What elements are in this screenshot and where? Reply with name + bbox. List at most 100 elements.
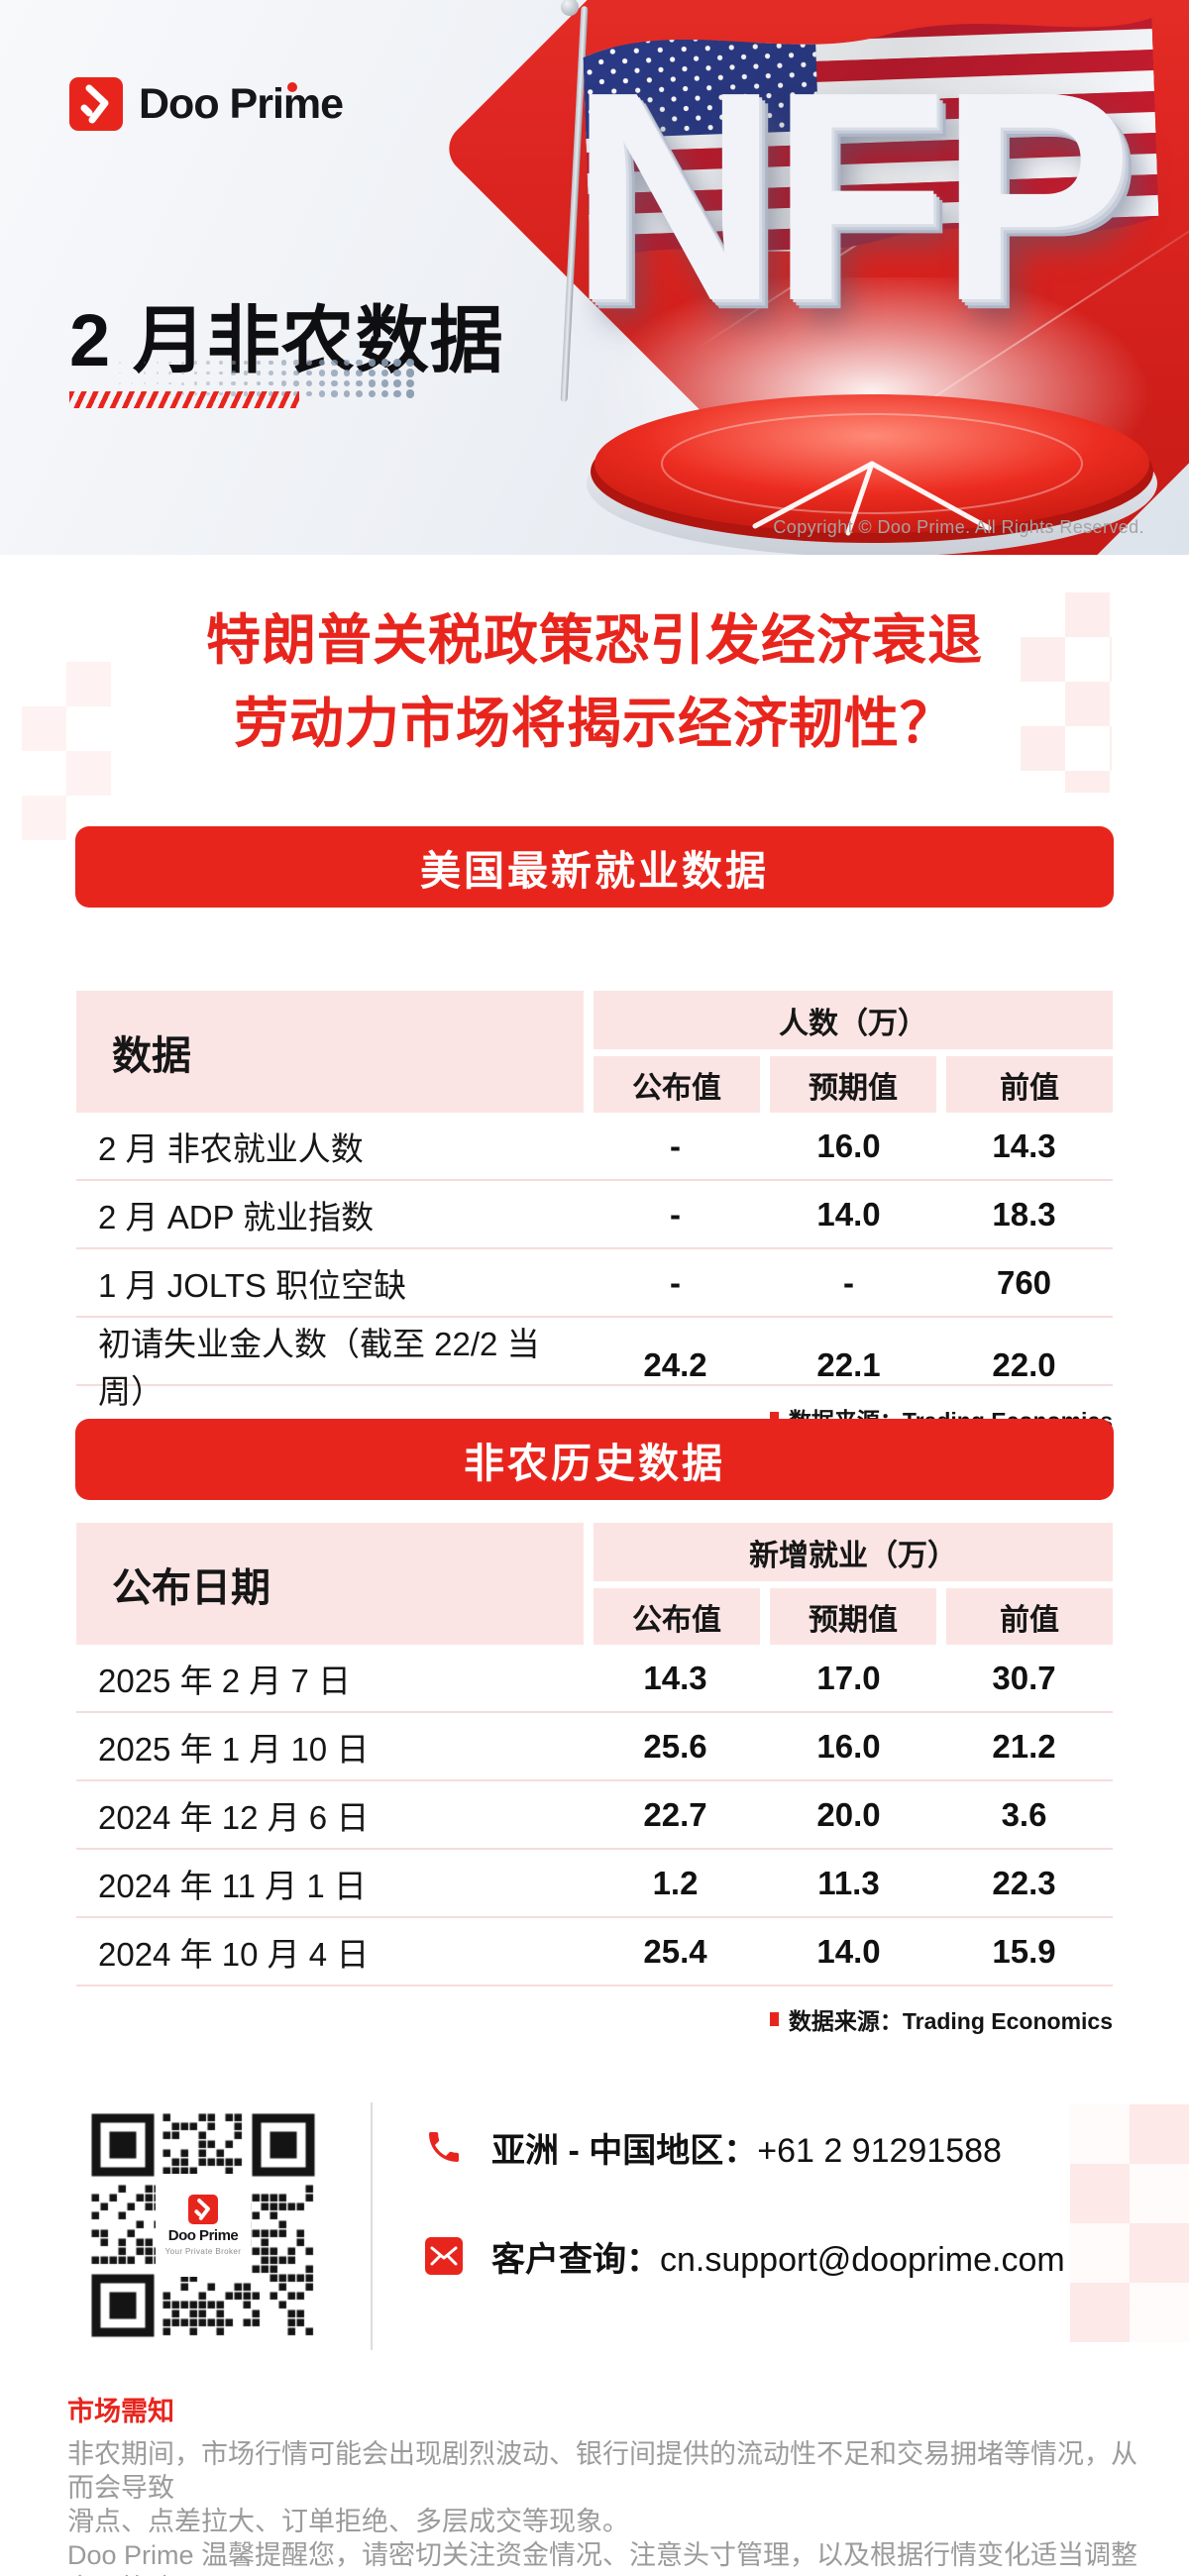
row-label: 2 月 ADP 就业指数	[98, 1198, 375, 1235]
previous-value: 760	[996, 1263, 1052, 1301]
table-group-header: 人数（万）	[594, 991, 1113, 1049]
published-value: 22.7	[643, 1795, 707, 1833]
hero-section: NFP Doo Prime 2 月非农数据 Copyright © Doo Pr…	[0, 0, 1189, 555]
previous-value: 22.0	[992, 1346, 1056, 1383]
table-row: 2 月 非农就业人数 - 16.0 14.3	[76, 1113, 1113, 1181]
contact-email-row: 客户查询：cn.support@dooprime.com	[424, 2229, 1065, 2283]
source-text: 数据来源：Trading Economics	[788, 2008, 1113, 2034]
checker-decoration-left	[22, 662, 111, 840]
headline-line-2: 劳动力市场将揭示经济韧性？	[233, 693, 955, 754]
checker-decoration-right	[1021, 592, 1112, 793]
column-header-published: 公布值	[594, 1056, 760, 1113]
previous-value: 30.7	[992, 1659, 1056, 1696]
table-header: 数据 人数（万） 公布值 预期值 前值	[76, 991, 1113, 1113]
table-corner-header: 公布日期	[76, 1523, 584, 1645]
expected-value: 16.0	[816, 1727, 881, 1765]
table-us-latest-jobs: 数据 人数（万） 公布值 预期值 前值 2 月 非农就业人数 - 16.0 14…	[76, 991, 1113, 1436]
row-label: 2024 年 11 月 1 日	[98, 1867, 367, 1904]
copyright-text: Copyright © Doo Prime. All Rights Reserv…	[773, 517, 1144, 537]
contact-phone-text: 亚洲 - 中国地区：+61 2 91291588	[491, 2123, 1002, 2172]
contact-email-label: 客户查询：	[491, 2240, 660, 2279]
table-corner-header: 数据	[76, 991, 584, 1113]
published-value: 25.6	[643, 1727, 707, 1765]
previous-value: 18.3	[992, 1195, 1056, 1233]
column-header-previous: 前值	[946, 1056, 1113, 1113]
market-notice-title: 市场需知	[67, 2397, 174, 2426]
table-row: 2025 年 1 月 10 日 25.6 16.0 21.2	[76, 1713, 1113, 1781]
contact-phone-value: +61 2 91291588	[757, 2131, 1002, 2170]
table-group-header: 新增就业（万）	[594, 1523, 1113, 1581]
published-value: -	[670, 1195, 681, 1233]
market-notice-line-1: 非农期间，市场行情可能会出现剧烈波动、银行间提供的流动性不足和交易拥堵等情况，从…	[67, 2439, 1137, 2503]
previous-value: 15.9	[992, 1932, 1056, 1970]
expected-value: 17.0	[816, 1659, 881, 1696]
qr-brand-text: Doo Prime	[167, 2227, 239, 2244]
expected-value: 11.3	[817, 1864, 880, 1901]
contact-phone-row: 亚洲 - 中国地区：+61 2 91291588	[424, 2120, 1002, 2174]
published-value: 24.2	[643, 1346, 707, 1383]
published-value: -	[670, 1263, 681, 1301]
table-row: 2024 年 10 月 4 日 25.4 14.0 15.9	[76, 1918, 1113, 1986]
market-notice-line-2: 滑点、点差拉大、订单拒绝、多层成交等现象。	[67, 2507, 629, 2536]
red-stripes-decoration	[69, 391, 299, 408]
previous-value: 3.6	[1001, 1795, 1047, 1833]
qr-tagline-text: Your Private Broker	[164, 2247, 242, 2256]
table-nfp-history: 公布日期 新增就业（万） 公布值 预期值 前值 2025 年 2 月 7 日 1…	[76, 1523, 1113, 2036]
published-value: -	[670, 1127, 681, 1164]
column-header-published: 公布值	[594, 1588, 760, 1645]
row-label: 2 月 非农就业人数	[98, 1129, 364, 1167]
phone-icon	[429, 2132, 459, 2162]
published-value: 1.2	[652, 1864, 699, 1901]
market-notice: 市场需知 非农期间，市场行情可能会出现剧烈波动、银行间提供的流动性不足和交易拥堵…	[67, 2390, 1147, 2576]
previous-value: 22.3	[992, 1864, 1056, 1901]
column-header-previous: 前值	[946, 1588, 1113, 1645]
doo-prime-logo-icon	[69, 77, 123, 131]
qr-code: Doo Prime Your Private Broker	[84, 2106, 322, 2344]
expected-value: 14.0	[816, 1932, 881, 1970]
us-flag-illustration	[582, 17, 1160, 264]
nfp-3d-text: NFP	[570, 30, 1133, 363]
headline: 特朗普关税政策恐引发经济衰退 劳动力市场将揭示经济韧性？	[0, 598, 1189, 765]
email-icon	[425, 2237, 463, 2275]
table-row: 1 月 JOLTS 职位空缺 - - 760	[76, 1249, 1113, 1318]
market-notice-line-3: Doo Prime 温馨提醒您，请密切关注资金情况、注意头寸管理，以及根据行情变…	[67, 2540, 1138, 2576]
published-value: 14.3	[643, 1659, 707, 1696]
expected-value: 16.0	[816, 1127, 881, 1164]
row-label: 2024 年 10 月 4 日	[98, 1935, 370, 1973]
contact-divider	[371, 2102, 373, 2350]
banner-us-latest-jobs: 美国最新就业数据	[75, 826, 1114, 908]
row-label: 2024 年 12 月 6 日	[98, 1798, 370, 1836]
contact-email-text: 客户查询：cn.support@dooprime.com	[491, 2232, 1065, 2281]
table-row: 初请失业金人数（截至 22/2 当周） 24.2 22.1 22.0	[76, 1318, 1113, 1410]
checker-decoration-contact	[1070, 2104, 1189, 2342]
expected-value: -	[843, 1263, 854, 1301]
expected-value: 14.0	[816, 1195, 881, 1233]
row-label: 2025 年 1 月 10 日	[98, 1730, 370, 1768]
table-row: 2025 年 2 月 7 日 14.3 17.0 30.7	[76, 1645, 1113, 1713]
source-bullet-icon	[769, 2012, 779, 2026]
doo-prime-logo-text: Doo Prime	[139, 79, 344, 128]
qr-center-label: Doo Prime Your Private Broker	[156, 2174, 251, 2277]
page-title: 2 月非农数据	[69, 299, 504, 381]
column-header-expected: 预期值	[770, 1588, 936, 1645]
doo-prime-logo: Doo Prime	[69, 77, 344, 131]
table-row: 2024 年 11 月 1 日 1.2 11.3 22.3	[76, 1850, 1113, 1918]
red-pie-podium-illustration	[587, 394, 1157, 555]
data-source: 数据来源：Trading Economics	[76, 2002, 1113, 2036]
contact-email-value: cn.support@dooprime.com	[660, 2240, 1065, 2279]
expected-value: 20.0	[816, 1795, 881, 1833]
row-label: 1 月 JOLTS 职位空缺	[98, 1266, 407, 1304]
published-value: 25.4	[643, 1932, 707, 1970]
flagpole-finial	[561, 0, 579, 16]
banner-nfp-history: 非农历史数据	[75, 1419, 1114, 1500]
row-label: 2025 年 2 月 7 日	[98, 1662, 351, 1699]
previous-value: 21.2	[992, 1727, 1056, 1765]
table-row: 2024 年 12 月 6 日 22.7 20.0 3.6	[76, 1781, 1113, 1850]
table-row: 2 月 ADP 就业指数 - 14.0 18.3	[76, 1181, 1113, 1249]
row-label: 初请失业金人数（截至 22/2 当周）	[98, 1326, 540, 1410]
previous-value: 14.3	[992, 1127, 1056, 1164]
expected-value: 22.1	[816, 1346, 881, 1383]
column-header-expected: 预期值	[770, 1056, 936, 1113]
contact-phone-label: 亚洲 - 中国地区：	[491, 2131, 758, 2170]
